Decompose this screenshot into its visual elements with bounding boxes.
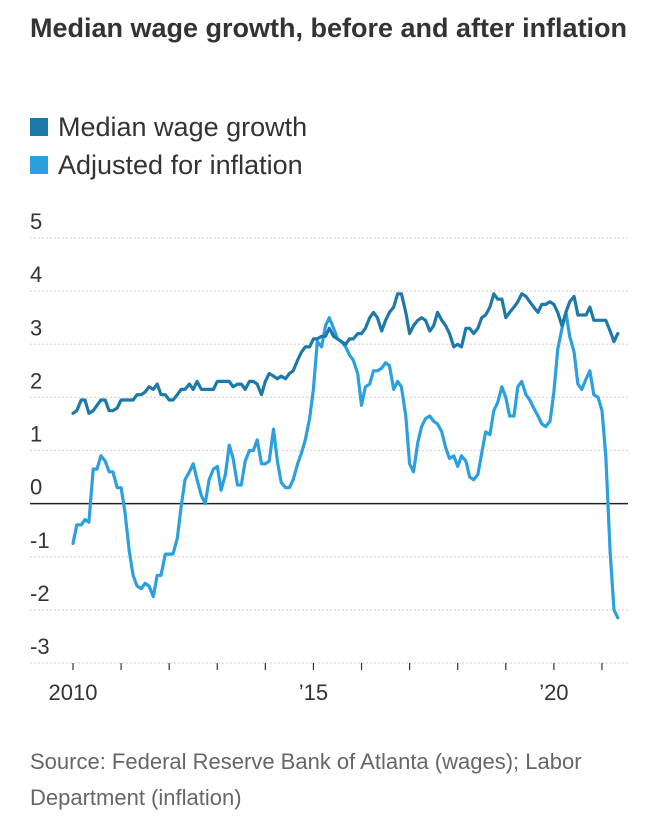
y-tick-label: 0 [30, 475, 42, 500]
x-tick-label: ’20 [539, 680, 568, 705]
x-tick-label: 2010 [49, 680, 98, 705]
series-line-median-wage-growth [71, 292, 620, 415]
series-line-adjusted-for-inflation [71, 310, 620, 620]
y-tick-label: 5 [30, 209, 42, 234]
y-tick-label: -3 [30, 634, 50, 659]
legend-swatch-median-wage-growth [30, 118, 48, 136]
y-tick-label: -1 [30, 528, 50, 553]
legend: Median wage growth Adjusted for inflatio… [30, 108, 307, 184]
source-note: Source: Federal Reserve Bank of Atlanta … [30, 749, 582, 810]
x-tick-label: ’15 [299, 680, 328, 705]
line-chart: 5 4 3 2 1 0 -1 -2 -3 2010 ’15 ’20 [30, 209, 628, 705]
y-tick-label: -2 [30, 581, 50, 606]
legend-label-adjusted-for-inflation: Adjusted for inflation [58, 149, 303, 180]
y-tick-label: 2 [30, 368, 42, 393]
y-tick-label: 1 [30, 422, 42, 447]
y-tick-label: 3 [30, 315, 42, 340]
chart-title: Median wage growth, before and after inf… [30, 13, 628, 43]
legend-item-adjusted-for-inflation: Adjusted for inflation [30, 146, 307, 184]
legend-label-median-wage-growth: Median wage growth [58, 111, 308, 142]
legend-swatch-adjusted-for-inflation [30, 156, 48, 174]
legend-item-median-wage-growth: Median wage growth [30, 108, 307, 146]
y-tick-label: 4 [30, 262, 42, 287]
